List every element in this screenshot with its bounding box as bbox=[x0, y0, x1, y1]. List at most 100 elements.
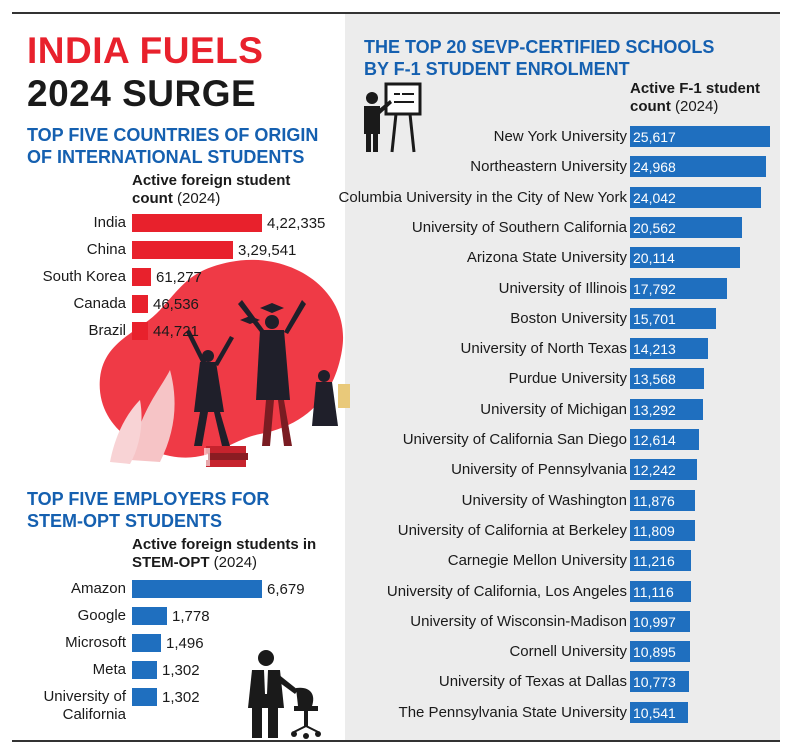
school-value: 13,568 bbox=[633, 371, 676, 387]
country-value: 3,29,541 bbox=[238, 242, 297, 259]
school-label: Purdue University bbox=[508, 370, 627, 387]
country-value: 4,22,335 bbox=[267, 215, 326, 232]
countries-title-line-2: OF INTERNATIONAL STUDENTS bbox=[27, 147, 305, 167]
school-bar bbox=[630, 156, 766, 177]
schools-title: THE TOP 20 SEVP-CERTIFIED SCHOOLS BY F-1… bbox=[364, 36, 714, 80]
school-bar bbox=[630, 126, 770, 147]
employers-col-head-1: Active foreign students in bbox=[132, 536, 317, 553]
countries-col-head-2: count bbox=[132, 190, 173, 207]
countries-column-header: Active foreign student count (2024) bbox=[132, 172, 290, 208]
school-label: University of Texas at Dallas bbox=[438, 673, 627, 690]
employer-label: Microsoft bbox=[65, 634, 126, 652]
employer-bar bbox=[132, 661, 157, 679]
employer-value: 1,496 bbox=[166, 635, 204, 652]
employer-bar bbox=[132, 580, 262, 598]
employer-label-line: University of bbox=[43, 688, 126, 705]
school-value: 14,213 bbox=[633, 341, 676, 357]
country-label: China bbox=[86, 241, 126, 258]
school-label: University of Wisconsin-Madison bbox=[410, 613, 627, 630]
employers-title-line-2: STEM-OPT STUDENTS bbox=[27, 511, 223, 531]
employer-label-line: Microsoft bbox=[65, 634, 126, 651]
school-bar bbox=[630, 490, 695, 511]
employers-col-head-year: (2024) bbox=[213, 554, 258, 571]
employer-bar bbox=[132, 634, 161, 652]
school-value: 15,701 bbox=[633, 311, 676, 327]
employer-label-line: Google bbox=[77, 607, 126, 624]
school-bar bbox=[630, 520, 695, 541]
school-label: University of Michigan bbox=[480, 401, 627, 418]
school-label: University of North Texas bbox=[460, 340, 627, 357]
school-bar bbox=[630, 217, 742, 238]
employers-column-header: Active foreign students in STEM-OPT (202… bbox=[132, 536, 316, 572]
school-value: 11,809 bbox=[633, 523, 675, 539]
employer-value: 1,778 bbox=[172, 608, 210, 625]
school-value: 10,541 bbox=[633, 705, 676, 721]
schools-title-line-2: BY F-1 STUDENT ENROLMENT bbox=[364, 59, 630, 79]
schools-column-header: Active F-1 student count (2024) bbox=[630, 80, 760, 116]
country-label: India bbox=[93, 214, 126, 231]
country-value: 46,536 bbox=[153, 296, 199, 313]
school-bar bbox=[630, 429, 699, 450]
school-bar bbox=[630, 278, 727, 299]
employers-col-head-2: STEM-OPT bbox=[132, 554, 210, 571]
school-value: 20,114 bbox=[633, 250, 675, 266]
schools-col-head-2: count bbox=[630, 98, 671, 115]
school-bar bbox=[630, 459, 697, 480]
school-value: 11,876 bbox=[633, 493, 675, 509]
employer-label-line: Meta bbox=[92, 661, 126, 678]
country-bar bbox=[132, 295, 148, 313]
school-label: University of California San Diego bbox=[402, 431, 627, 448]
school-bar bbox=[630, 611, 690, 632]
school-label: University of California at Berkeley bbox=[397, 522, 627, 539]
school-value: 24,968 bbox=[633, 159, 676, 175]
country-bar bbox=[132, 322, 148, 340]
employers-title: TOP FIVE EMPLOYERS FOR STEM-OPT STUDENTS bbox=[27, 488, 269, 532]
country-value: 61,277 bbox=[156, 269, 202, 286]
school-value: 12,614 bbox=[633, 432, 676, 448]
school-bar bbox=[630, 338, 708, 359]
school-label: New York University bbox=[493, 128, 627, 145]
schools-col-head-year: (2024) bbox=[675, 98, 719, 115]
school-label: University of California, Los Angeles bbox=[386, 583, 627, 600]
country-label: South Korea bbox=[42, 268, 126, 285]
employer-value: 1,302 bbox=[162, 662, 200, 679]
school-label: University of Southern California bbox=[411, 219, 627, 236]
school-label: University of Washington bbox=[461, 492, 627, 509]
school-label: Columbia University in the City of New Y… bbox=[338, 189, 627, 206]
school-value: 10,895 bbox=[633, 644, 676, 660]
school-value: 13,292 bbox=[633, 402, 676, 418]
teacher-presentation-icon bbox=[364, 82, 422, 153]
school-label: Northeastern University bbox=[470, 158, 627, 175]
school-value: 10,773 bbox=[633, 674, 676, 690]
school-value: 25,617 bbox=[633, 129, 676, 145]
school-bar bbox=[630, 399, 703, 420]
schools-title-line-1: THE TOP 20 SEVP-CERTIFIED SCHOOLS bbox=[364, 37, 715, 57]
school-value: 10,997 bbox=[633, 614, 676, 630]
school-bar bbox=[630, 702, 688, 723]
country-bar bbox=[132, 214, 262, 232]
school-label: Cornell University bbox=[509, 643, 627, 660]
school-value: 12,242 bbox=[633, 462, 676, 478]
employer-value: 6,679 bbox=[267, 581, 305, 598]
school-value: 11,116 bbox=[633, 584, 674, 600]
school-label: University of Illinois bbox=[498, 280, 627, 297]
school-bar bbox=[630, 368, 704, 389]
headline-line-1: INDIA FUELS bbox=[27, 30, 264, 71]
employer-label: Amazon bbox=[71, 580, 126, 598]
employer-value: 1,302 bbox=[162, 689, 200, 706]
school-label: The Pennsylvania State University bbox=[398, 704, 627, 721]
employer-label: Meta bbox=[93, 661, 126, 679]
schools-col-head-1: Active F-1 student bbox=[630, 80, 761, 97]
employer-bar bbox=[132, 688, 157, 706]
country-label: Canada bbox=[73, 295, 126, 312]
school-value: 11,216 bbox=[633, 553, 675, 569]
countries-title-line-1: TOP FIVE COUNTRIES OF ORIGIN bbox=[27, 125, 319, 145]
employer-bar bbox=[132, 607, 167, 625]
employer-label-line: Amazon bbox=[70, 580, 126, 597]
school-bar bbox=[630, 247, 740, 268]
employer-label-line: California bbox=[62, 706, 126, 723]
school-value: 20,562 bbox=[633, 220, 676, 236]
graduates-illustration bbox=[99, 259, 350, 467]
employer-label: University of California bbox=[43, 688, 126, 724]
school-label: Carnegie Mellon University bbox=[447, 552, 627, 569]
